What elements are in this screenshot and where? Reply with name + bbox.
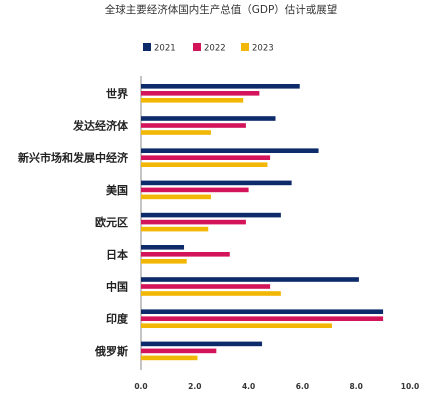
bar-2021-5 [141,245,185,250]
category-label-0: 世界 [106,86,128,100]
bar-2021-1 [141,116,276,121]
x-tick-0: 0.0 [134,382,147,391]
category-label-3: 美国 [106,183,128,197]
bar-2022-0 [141,91,260,96]
bar-2021-7 [141,309,384,314]
category-label-6: 中国 [106,280,128,294]
bar-2022-6 [141,284,271,289]
bar-2021-3 [141,180,292,186]
legend-swatch-2022 [193,43,201,51]
x-tick-labels: 0.0 2.0 4.0 6.0 8.0 10.0 [134,382,419,391]
bar-2022-7 [141,316,384,321]
category-label-8: 俄罗斯 [94,344,128,358]
bar-2023-4 [141,226,209,232]
bar-2023-8 [141,355,198,361]
x-tick-3: 6.0 [296,382,309,391]
bar-2023-6 [141,291,281,296]
bar-2022-8 [141,348,217,354]
bar-2022-5 [141,252,230,257]
bar-2022-3 [141,187,249,193]
category-label-1: 发达经济体 [72,119,129,133]
bar-2022-2 [141,155,271,160]
bar-2023-0 [141,98,244,103]
chart-title: 全球主要经济体国内生产总值（GDP）估计或展望 [105,3,338,16]
bar-2022-1 [141,123,246,128]
legend-swatch-2021 [143,43,151,51]
x-tick-1: 2.0 [188,382,201,391]
legend-label-2022: 2022 [204,44,226,54]
x-tick-4: 8.0 [350,382,363,391]
x-tick-2: 4.0 [242,382,255,391]
bar-2023-1 [141,130,211,135]
bar-2023-5 [141,259,187,264]
bar-2023-7 [141,323,332,328]
bars [141,84,384,361]
bar-2021-0 [141,84,300,89]
bar-2021-6 [141,277,359,282]
x-tick-5: 10.0 [401,382,420,391]
category-label-4: 欧元区 [95,215,128,229]
bar-2023-3 [141,194,211,200]
bar-2021-4 [141,212,281,218]
legend-label-2023: 2023 [252,44,274,54]
category-label-5: 日本 [106,247,128,261]
legend: 2021 2022 2023 [143,43,274,54]
category-label-2: 新兴市场和发展中经济 [18,151,129,165]
bar-2021-2 [141,148,319,153]
bar-2022-4 [141,219,246,225]
bar-2021-8 [141,341,263,347]
category-label-7: 印度 [106,312,129,326]
legend-label-2021: 2021 [154,44,176,54]
legend-swatch-2023 [241,43,249,51]
bar-2023-2 [141,162,268,167]
